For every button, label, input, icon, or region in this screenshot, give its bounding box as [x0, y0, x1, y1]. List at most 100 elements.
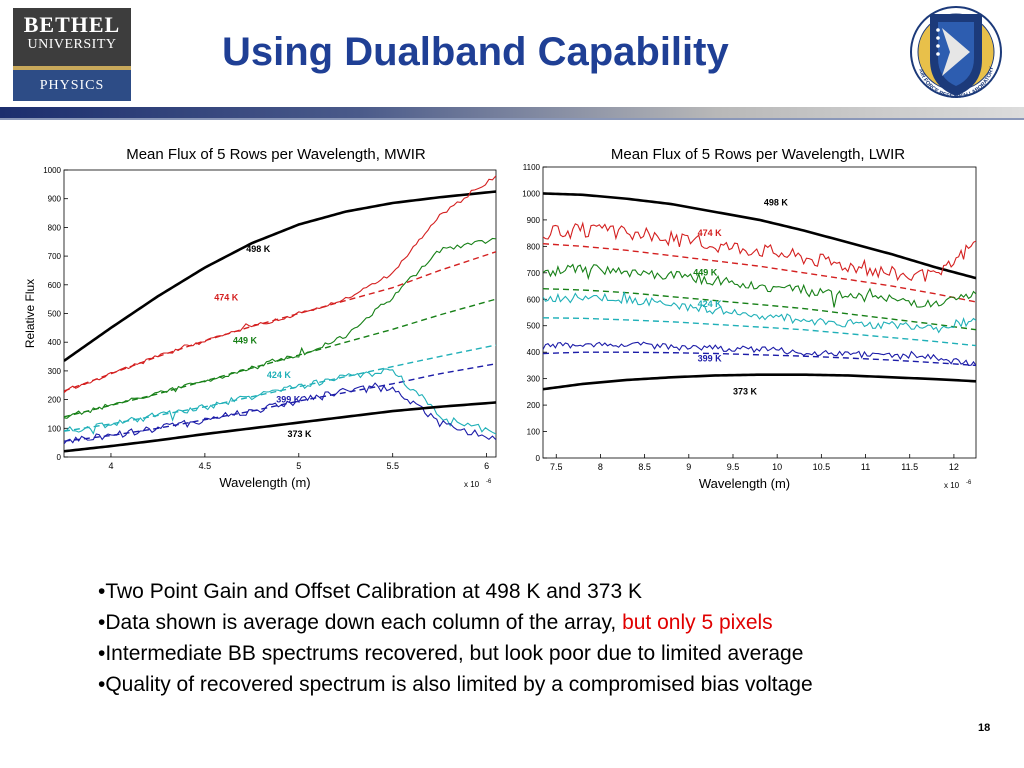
- mwir-flux-chart: Mean Flux of 5 Rows per Wavelength, MWIR…: [18, 137, 498, 497]
- bullet-highlight: but only 5 pixels: [622, 611, 773, 634]
- bullet-item: •Intermediate BB spectrums recovered, bu…: [98, 642, 804, 665]
- series-label: 424 K: [267, 370, 292, 380]
- fit-line: [543, 317, 976, 347]
- x-tick-label: 4.5: [199, 461, 212, 471]
- series-line: [543, 291, 976, 334]
- chart-title: Mean Flux of 5 Rows per Wavelength, MWIR: [126, 146, 426, 163]
- series-line: [543, 263, 976, 308]
- y-axis-label: Relative Flux: [23, 279, 37, 348]
- series-label: 399 K: [276, 394, 301, 404]
- series-label: 498 K: [764, 197, 789, 207]
- y-tick-label: 1100: [523, 163, 541, 172]
- y-tick-label: 0: [536, 454, 541, 463]
- lwir-flux-chart: Mean Flux of 5 Rows per Wavelength, LWIR…: [508, 137, 984, 497]
- y-tick-label: 700: [527, 269, 541, 278]
- x-tick-label: 9.5: [727, 462, 740, 472]
- bullet-list: •Two Point Gain and Offset Calibration a…: [98, 576, 998, 700]
- logo-line-university: UNIVERSITY: [27, 37, 117, 52]
- slide-title: Using Dualband Capability: [222, 30, 729, 74]
- x-tick-label: 11: [861, 462, 870, 472]
- series-label: 474 K: [214, 293, 239, 303]
- series-line: [543, 221, 976, 282]
- series-label: 373 K: [288, 429, 313, 439]
- y-tick-label: 900: [527, 216, 541, 225]
- logo-line-physics: PHYSICS: [13, 70, 131, 101]
- y-tick-label: 400: [48, 338, 62, 347]
- series-line: [64, 237, 496, 419]
- y-tick-label: 900: [48, 195, 62, 204]
- fit-line: [64, 298, 496, 418]
- x-tick-label: 8: [598, 462, 603, 472]
- x-tick-label: 10.5: [813, 462, 831, 472]
- x-axis-label: Wavelength (m): [699, 476, 790, 491]
- x-tick-label: 10: [772, 462, 782, 472]
- fit-line: [543, 287, 976, 331]
- y-tick-label: 300: [527, 375, 541, 384]
- fit-line: [64, 344, 496, 432]
- title-divider: [0, 107, 1024, 118]
- plot-series-group: [543, 192, 976, 391]
- chart-title: Mean Flux of 5 Rows per Wavelength, LWIR: [611, 146, 905, 163]
- y-tick-label: 200: [48, 396, 62, 405]
- series-line: [543, 373, 976, 391]
- x-tick-label: 5: [296, 461, 301, 471]
- bethel-university-logo: BETHEL UNIVERSITY PHYSICS: [13, 8, 131, 101]
- x-axis-label: Wavelength (m): [219, 475, 310, 490]
- x-axis-multiplier-exponent: -6: [966, 480, 972, 486]
- x-tick-label: 11.5: [901, 462, 918, 472]
- y-tick-label: 500: [527, 322, 541, 331]
- series-label: 449 K: [233, 336, 258, 346]
- y-tick-label: 100: [527, 428, 541, 437]
- y-tick-label: 1000: [43, 166, 61, 175]
- series-line: [64, 401, 496, 453]
- y-tick-label: 0: [57, 453, 62, 462]
- series-line: [543, 192, 976, 280]
- x-tick-label: 6: [484, 461, 489, 471]
- plot-series-group: [64, 175, 496, 453]
- series-label: 399 K: [698, 353, 723, 363]
- y-tick-label: 800: [48, 223, 62, 232]
- y-tick-label: 700: [48, 252, 62, 261]
- title-divider-thin: [0, 118, 1024, 120]
- series-label: 449 K: [693, 267, 718, 277]
- series-line: [64, 382, 496, 445]
- series-line: [543, 341, 976, 366]
- y-tick-label: 500: [48, 310, 62, 319]
- series-label: 424 K: [698, 299, 723, 309]
- x-axis-multiplier-exponent: -6: [486, 479, 492, 485]
- y-tick-label: 600: [48, 281, 62, 290]
- x-tick-label: 12: [949, 462, 959, 472]
- series-line: [64, 175, 496, 394]
- y-tick-label: 800: [527, 242, 541, 251]
- x-tick-label: 7.5: [550, 462, 563, 472]
- bullet-item: •Two Point Gain and Offset Calibration a…: [98, 580, 642, 603]
- y-tick-label: 600: [527, 295, 541, 304]
- logo-line-bethel: BETHEL: [23, 12, 121, 37]
- slide-number: 18: [978, 722, 991, 734]
- series-label: 498 K: [246, 244, 271, 254]
- logo-divider: [13, 66, 131, 70]
- series-line: [64, 190, 496, 362]
- fit-line: [64, 363, 496, 442]
- x-axis-multiplier: x 10: [944, 481, 960, 490]
- x-tick-label: 4: [108, 461, 113, 471]
- x-tick-label: 8.5: [638, 462, 651, 472]
- air-force-research-laboratory-emblem-icon: AIR FORCE RESEARCH LABORATORY: [910, 6, 1002, 100]
- logo-wordmark: BETHEL UNIVERSITY: [13, 8, 131, 66]
- bullet-item: •Data shown is average down each column …: [98, 607, 998, 638]
- series-line: [64, 368, 496, 435]
- x-tick-label: 5.5: [386, 461, 399, 471]
- y-tick-label: 100: [48, 424, 62, 433]
- x-axis-multiplier: x 10: [464, 480, 480, 489]
- y-tick-label: 400: [527, 348, 541, 357]
- bullet-text: •Data shown is average down each column …: [98, 611, 623, 634]
- y-tick-label: 300: [48, 367, 62, 376]
- y-tick-label: 1000: [522, 189, 540, 198]
- bullet-item: •Quality of recovered spectrum is also l…: [98, 673, 813, 696]
- plot-area: [542, 166, 977, 459]
- x-tick-label: 9: [686, 462, 691, 472]
- series-label: 373 K: [733, 387, 758, 397]
- y-tick-label: 200: [527, 401, 541, 410]
- fit-line: [64, 251, 496, 392]
- series-label: 474 K: [698, 228, 723, 238]
